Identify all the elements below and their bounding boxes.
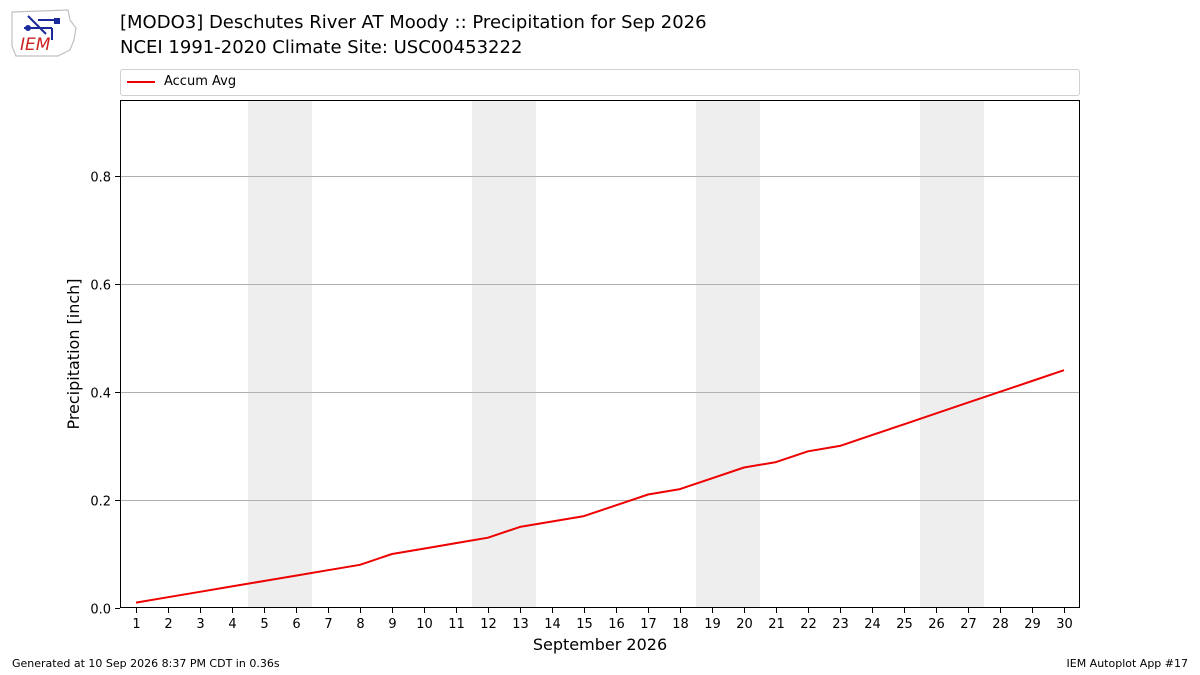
y-tick-label: 0.6 xyxy=(90,279,111,294)
x-tick-label: 1 xyxy=(132,617,140,632)
x-tick-label: 10 xyxy=(416,617,433,632)
logo-text: IEM xyxy=(20,35,51,55)
weather-station-icon xyxy=(24,15,60,40)
iem-logo: IEM xyxy=(11,9,77,57)
y-tick-label: 0.0 xyxy=(90,603,111,618)
y-tick-label: 0.4 xyxy=(90,387,111,402)
x-tick-label: 22 xyxy=(800,617,817,632)
plot-frame xyxy=(120,100,1080,608)
x-tick-label: 29 xyxy=(1024,617,1041,632)
x-tick-label: 18 xyxy=(672,617,689,632)
x-tick-label: 3 xyxy=(196,617,204,632)
y-tick-label: 0.2 xyxy=(90,495,111,510)
x-tick-label: 8 xyxy=(356,617,364,632)
legend-swatch xyxy=(127,81,155,83)
x-axis-label: September 2026 xyxy=(533,635,667,654)
x-tick-label: 28 xyxy=(992,617,1009,632)
x-tick-label: 26 xyxy=(928,617,945,632)
x-tick-label: 17 xyxy=(640,617,657,632)
x-tick-label: 12 xyxy=(480,617,497,632)
weekend-band xyxy=(472,100,536,608)
x-tick-label: 13 xyxy=(512,617,529,632)
footer-generated: Generated at 10 Sep 2026 8:37 PM CDT in … xyxy=(12,657,280,670)
x-tick-label: 19 xyxy=(704,617,721,632)
x-tick-label: 27 xyxy=(960,617,977,632)
x-tick-label: 4 xyxy=(228,617,236,632)
x-tick-label: 24 xyxy=(864,617,881,632)
series-line-accum-avg xyxy=(135,369,1065,604)
chart-title: [MODO3] Deschutes River AT Moody :: Prec… xyxy=(120,12,707,33)
weekend-band xyxy=(248,100,312,608)
chart-legend: Accum Avg xyxy=(120,69,1080,96)
x-tick-label: 5 xyxy=(260,617,268,632)
legend-label: Accum Avg xyxy=(164,74,237,89)
y-axis-label: Precipitation [inch] xyxy=(64,278,83,429)
weekend-band xyxy=(920,100,984,608)
x-tick-label: 16 xyxy=(608,617,625,632)
x-tick-label: 11 xyxy=(448,617,465,632)
x-tick-label: 21 xyxy=(768,617,785,632)
x-tick-label: 20 xyxy=(736,617,753,632)
x-tick-label: 9 xyxy=(388,617,396,632)
chart-subtitle: NCEI 1991-2020 Climate Site: USC00453222 xyxy=(120,37,523,58)
x-tick-label: 2 xyxy=(164,617,172,632)
x-tick-label: 7 xyxy=(324,617,332,632)
footer-app: IEM Autoplot App #17 xyxy=(1066,657,1189,670)
weekend-band xyxy=(696,100,760,608)
x-tick-label: 25 xyxy=(896,617,913,632)
y-tick-label: 0.8 xyxy=(90,171,111,186)
x-tick-label: 30 xyxy=(1056,617,1073,632)
x-tick-label: 15 xyxy=(576,617,593,632)
x-tick-label: 23 xyxy=(832,617,849,632)
x-tick-label: 6 xyxy=(292,617,300,632)
x-tick-label: 14 xyxy=(544,617,561,632)
